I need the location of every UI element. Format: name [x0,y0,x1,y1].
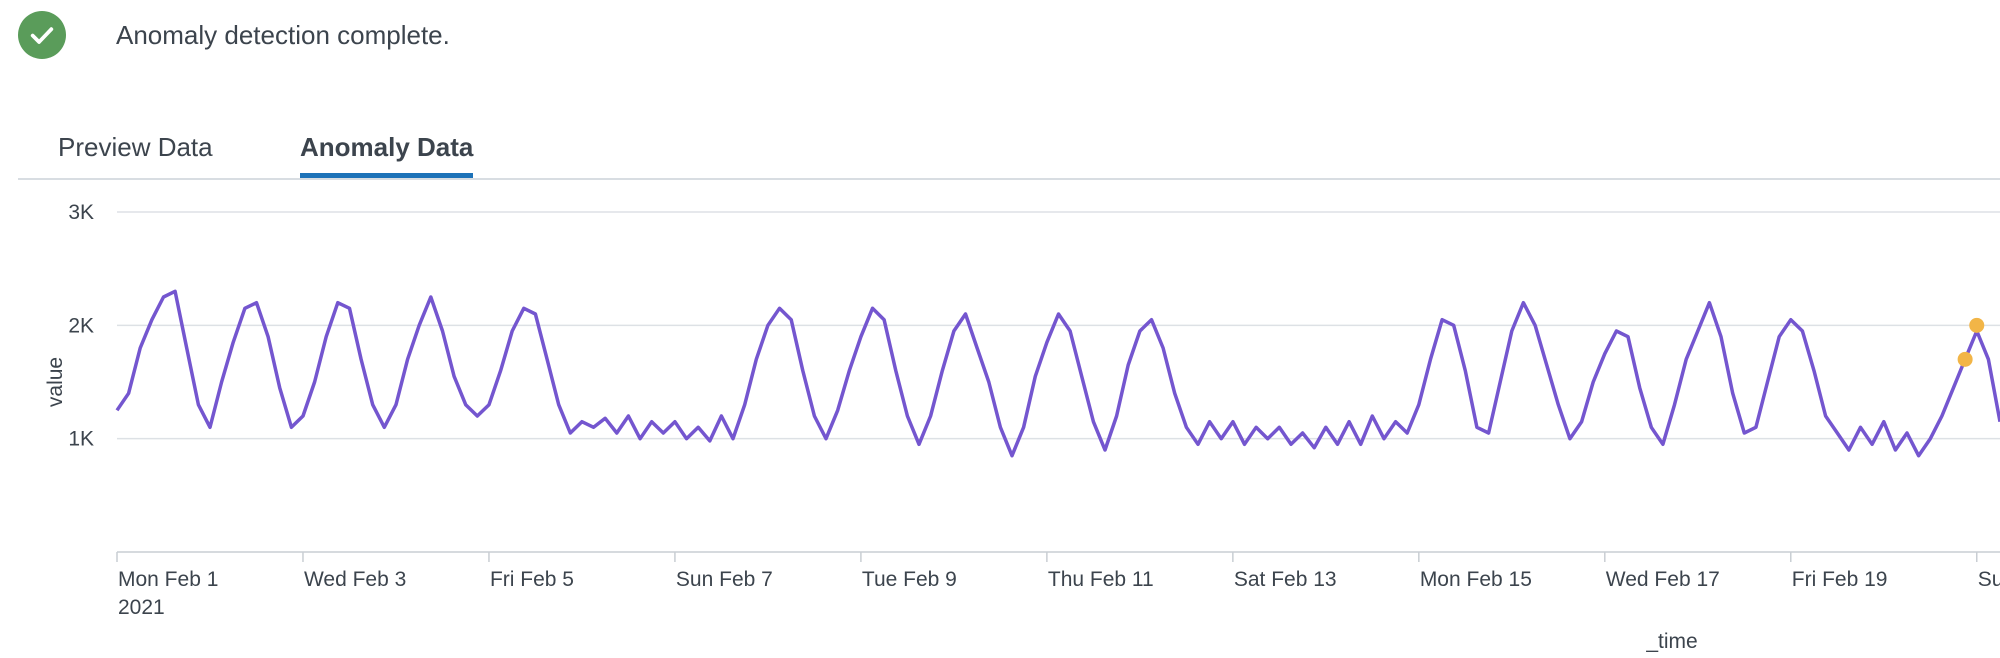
y-tick-label: 2K [68,314,94,337]
x-tick-label: Fri Feb 19 [1792,568,1888,591]
status-message: Anomaly detection complete. [116,19,450,50]
y-axis: 1K 2K 3K [68,201,94,451]
y-tick-label: 1K [68,428,94,451]
x-tick-label: Wed Feb 3 [304,568,406,591]
x-axis-title: _time [1645,630,1697,653]
anomaly-line-chart: 1K 2K 3K Mon Feb 1 2021 Wed Feb 3 Fri Feb 5 Su… [44,201,2000,653]
x-tick-label: Sat Feb 13 [1234,568,1337,591]
tab-preview-data[interactable]: Preview Data [58,132,213,162]
x-tick-label: Sun Feb 7 [676,568,773,591]
anomaly-points [1957,317,1985,367]
check-circle-icon [18,11,66,59]
x-tick-label: Tue Feb 9 [862,568,957,591]
x-tick-sublabel: 2021 [118,596,165,619]
anomaly-point [1969,317,1985,333]
x-tick-label: Fri Feb 5 [490,568,574,591]
x-tick-label: Wed Feb 17 [1606,568,1720,591]
y-axis-title: value [44,357,67,407]
x-axis: Mon Feb 1 2021 Wed Feb 3 Fri Feb 5 Sun Feb 7… [116,552,2000,619]
tab-bar: Preview Data Anomaly Data [18,118,2000,180]
x-tick-label: Mon Feb 1 [118,568,218,591]
tab-anomaly-data[interactable]: Anomaly Data [300,132,474,178]
x-tick-label: Thu Feb 11 [1048,568,1154,591]
y-tick-label: 3K [68,201,94,224]
x-tick-label: Mon Feb 15 [1420,568,1532,591]
checkmark-glyph [30,27,54,44]
series-line [115,289,2000,458]
status-banner: Anomaly detection complete. [18,11,450,59]
grid-lines [117,211,2000,553]
x-tick-label: Sun Feb 21 [1978,568,2000,591]
anomaly-point [1957,351,1973,367]
